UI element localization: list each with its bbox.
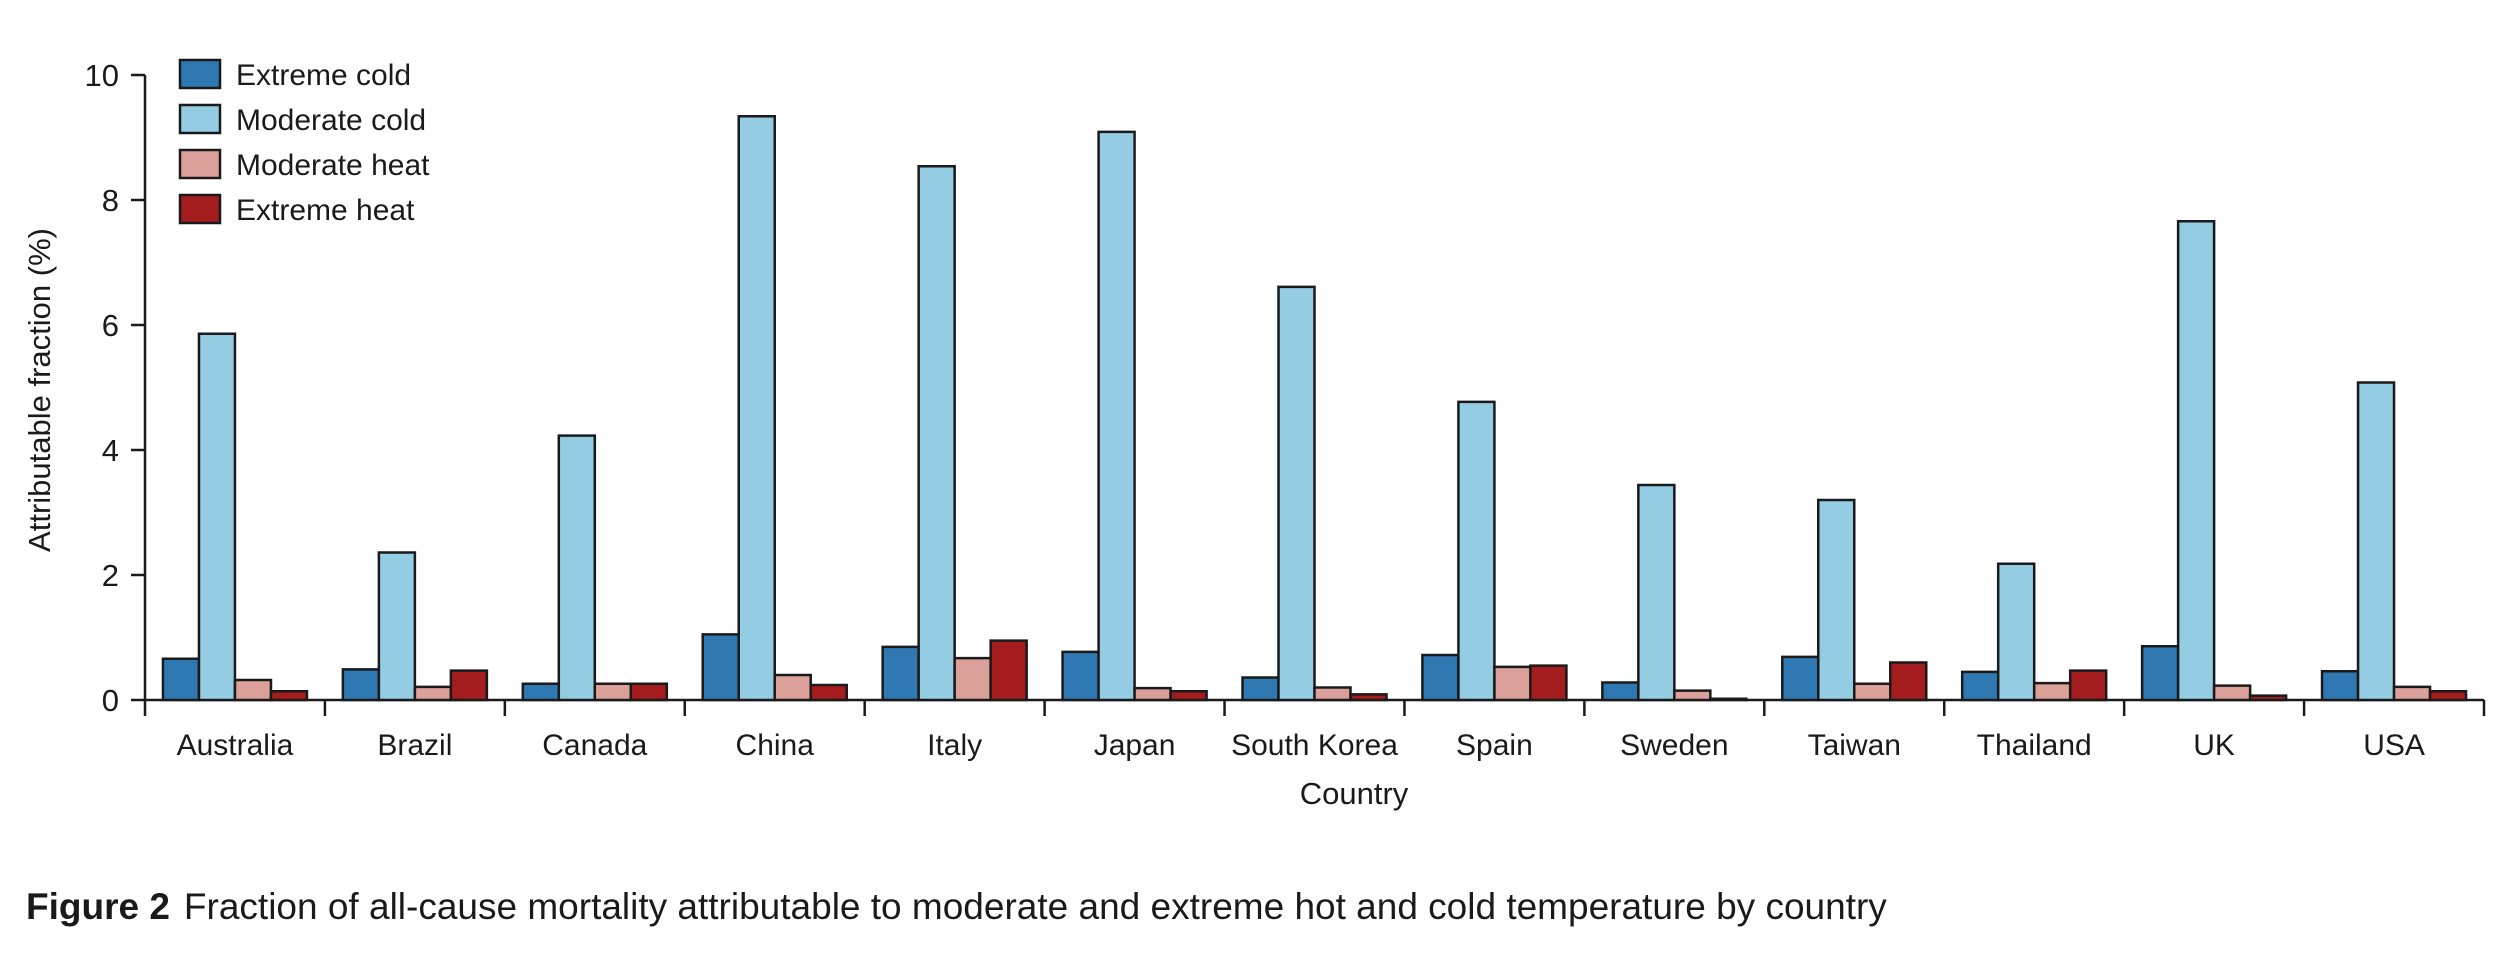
- bar-taiwan-moderate-heat: [1853, 682, 1892, 702]
- bar-australia-extreme-cold: [161, 657, 201, 702]
- bar-canada-moderate-heat: [593, 682, 633, 702]
- bar-canada-extreme-cold: [521, 682, 561, 702]
- bar-spain-extreme-cold: [1421, 653, 1460, 702]
- bar-south-korea-extreme-heat: [1349, 693, 1388, 702]
- bar-china-moderate-cold: [737, 115, 776, 702]
- bar-brazil-moderate-cold: [377, 551, 417, 702]
- bar-australia-extreme-heat: [269, 690, 309, 702]
- x-tick-label-thailand: Thailand: [1977, 729, 2092, 762]
- bar-spain-extreme-heat: [1529, 664, 1568, 702]
- x-tick-label-china: China: [736, 729, 815, 762]
- bar-south-korea-moderate-heat: [1313, 686, 1352, 702]
- legend-label: Moderate cold: [236, 104, 426, 137]
- caption-text: Fraction of all-cause mortality attribut…: [183, 886, 1887, 927]
- y-tick-label: 2: [102, 558, 119, 593]
- x-tick-label-south-korea: South Korea: [1231, 729, 1398, 762]
- legend-label: Extreme cold: [236, 59, 411, 92]
- y-tick-label: 10: [85, 58, 119, 93]
- figure-label: Figure 2: [26, 886, 170, 927]
- bar-australia-moderate-heat: [233, 678, 273, 702]
- y-tick-label: 0: [102, 683, 119, 718]
- bar-australia-moderate-cold: [197, 332, 237, 702]
- y-tick-label: 4: [102, 433, 119, 468]
- bar-italy-moderate-cold: [917, 165, 956, 702]
- bar-japan-moderate-heat: [1133, 686, 1172, 702]
- legend-item-moderate-cold: Moderate cold: [178, 103, 426, 137]
- y-axis: 0 2 4 6 8 10: [85, 58, 147, 718]
- x-axis-title: Country: [1300, 776, 1409, 811]
- figure-caption: Figure 2 Fraction of all-cause mortality …: [26, 886, 1887, 928]
- bar-canada-extreme-heat: [629, 682, 669, 702]
- bar-taiwan-extreme-cold: [1781, 655, 1820, 702]
- y-axis-title: Attributable fraction (%): [22, 228, 57, 552]
- legend-swatch: [178, 193, 222, 225]
- legend-item-moderate-heat: Moderate heat: [178, 148, 430, 182]
- bar-chart: 0 2 4 6 8 10 Australia Brazil Canada China Italy J…: [22, 58, 2486, 811]
- bar-sweden-extreme-cold: [1601, 681, 1640, 702]
- legend-item-extreme-heat: Extreme heat: [178, 193, 415, 227]
- bar-china-extreme-cold: [701, 633, 740, 702]
- bars: [161, 115, 2468, 702]
- bar-thailand-extreme-cold: [1960, 670, 2000, 702]
- bar-sweden-moderate-heat: [1673, 689, 1712, 702]
- x-tick-label-italy: Italy: [927, 729, 982, 762]
- x-axis: Australia Brazil Canada China Italy Japan Sout…: [143, 698, 2486, 762]
- bar-taiwan-extreme-heat: [1889, 661, 1928, 702]
- y-tick-label: 8: [102, 183, 119, 218]
- bar-italy-moderate-heat: [953, 656, 992, 702]
- bar-uk-moderate-heat: [2212, 684, 2252, 702]
- bar-italy-extreme-heat: [989, 639, 1028, 702]
- bar-japan-moderate-cold: [1097, 130, 1136, 702]
- bar-usa-extreme-heat: [2428, 690, 2468, 702]
- bar-thailand-extreme-heat: [2068, 669, 2108, 702]
- x-tick-label-usa: USA: [2363, 729, 2425, 762]
- bar-usa-moderate-cold: [2356, 381, 2396, 702]
- x-tick-label-canada: Canada: [542, 729, 647, 762]
- legend-item-extreme-cold: Extreme cold: [178, 58, 411, 92]
- bar-spain-moderate-heat: [1493, 665, 1532, 702]
- x-tick-label-spain: Spain: [1456, 729, 1533, 762]
- bar-china-extreme-heat: [809, 683, 848, 702]
- bar-thailand-moderate-cold: [1996, 562, 2036, 702]
- bar-usa-moderate-heat: [2392, 685, 2432, 702]
- bar-italy-extreme-cold: [881, 645, 920, 702]
- x-tick-label-sweden: Sweden: [1620, 729, 1728, 762]
- bar-thailand-moderate-heat: [2032, 681, 2072, 702]
- bar-uk-moderate-cold: [2176, 220, 2216, 702]
- bar-uk-extreme-cold: [2140, 645, 2180, 702]
- legend-swatch: [178, 58, 222, 90]
- legend: Extreme cold Moderate cold Moderate heat Ex…: [178, 58, 430, 227]
- bar-sweden-extreme-heat: [1709, 697, 1748, 702]
- bar-usa-extreme-cold: [2320, 670, 2360, 702]
- bar-brazil-moderate-heat: [413, 685, 453, 702]
- bar-uk-extreme-heat: [2248, 694, 2288, 702]
- bar-brazil-extreme-heat: [449, 669, 489, 702]
- bar-spain-moderate-cold: [1457, 400, 1496, 702]
- bar-brazil-extreme-cold: [341, 668, 381, 702]
- x-tick-label-australia: Australia: [177, 729, 294, 762]
- legend-label: Extreme heat: [236, 194, 415, 227]
- x-tick-label-uk: UK: [2193, 729, 2235, 762]
- legend-swatch: [178, 103, 222, 135]
- bar-sweden-moderate-cold: [1637, 483, 1676, 702]
- bar-japan-extreme-cold: [1061, 650, 1100, 702]
- bar-south-korea-moderate-cold: [1277, 285, 1316, 702]
- bar-china-moderate-heat: [773, 673, 812, 702]
- x-tick-label-taiwan: Taiwan: [1808, 729, 1901, 762]
- bar-south-korea-extreme-cold: [1241, 676, 1280, 702]
- legend-swatch: [178, 148, 222, 180]
- legend-label: Moderate heat: [236, 149, 430, 182]
- bar-japan-extreme-heat: [1169, 690, 1208, 702]
- bar-taiwan-moderate-cold: [1817, 498, 1856, 702]
- y-tick-label: 6: [102, 308, 119, 343]
- x-tick-label-brazil: Brazil: [377, 729, 452, 762]
- x-tick-label-japan: Japan: [1094, 729, 1176, 762]
- bar-canada-moderate-cold: [557, 434, 597, 702]
